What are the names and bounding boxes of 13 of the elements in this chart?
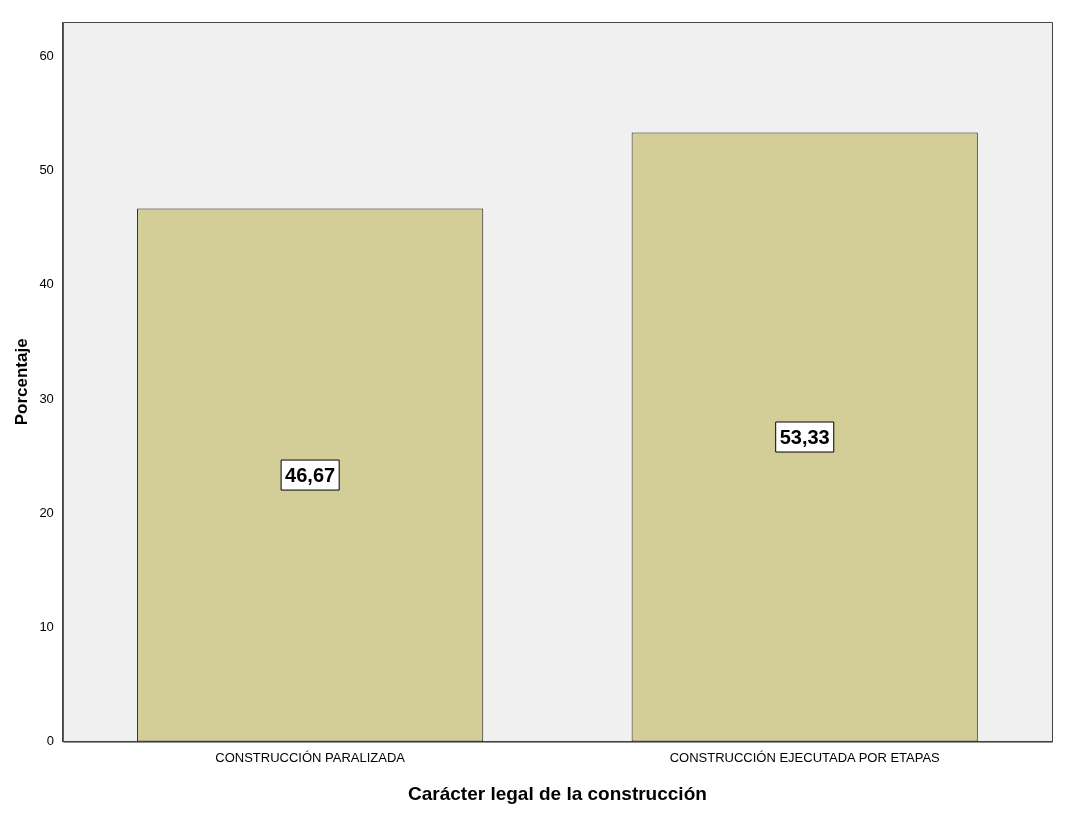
x-axis-title: Carácter legal de la construcción <box>408 782 707 804</box>
y-tick-label: 40 <box>39 276 54 292</box>
y-tick-label: 50 <box>39 162 54 178</box>
y-tick-label: 60 <box>39 47 54 63</box>
y-tick-label: 20 <box>39 504 54 520</box>
x-tick-label: CONSTRUCCIÓN PARALIZADA <box>215 749 406 765</box>
y-tick-label: 0 <box>46 733 54 749</box>
data-label: 46,67 <box>285 463 336 486</box>
y-axis-title: Porcentaje <box>11 338 31 426</box>
data-label: 53,33 <box>779 425 830 448</box>
y-tick-label: 10 <box>39 618 54 634</box>
x-tick-label: CONSTRUCCIÓN EJECUTADA POR ETAPAS <box>669 749 941 765</box>
y-tick-label: 30 <box>39 390 54 406</box>
